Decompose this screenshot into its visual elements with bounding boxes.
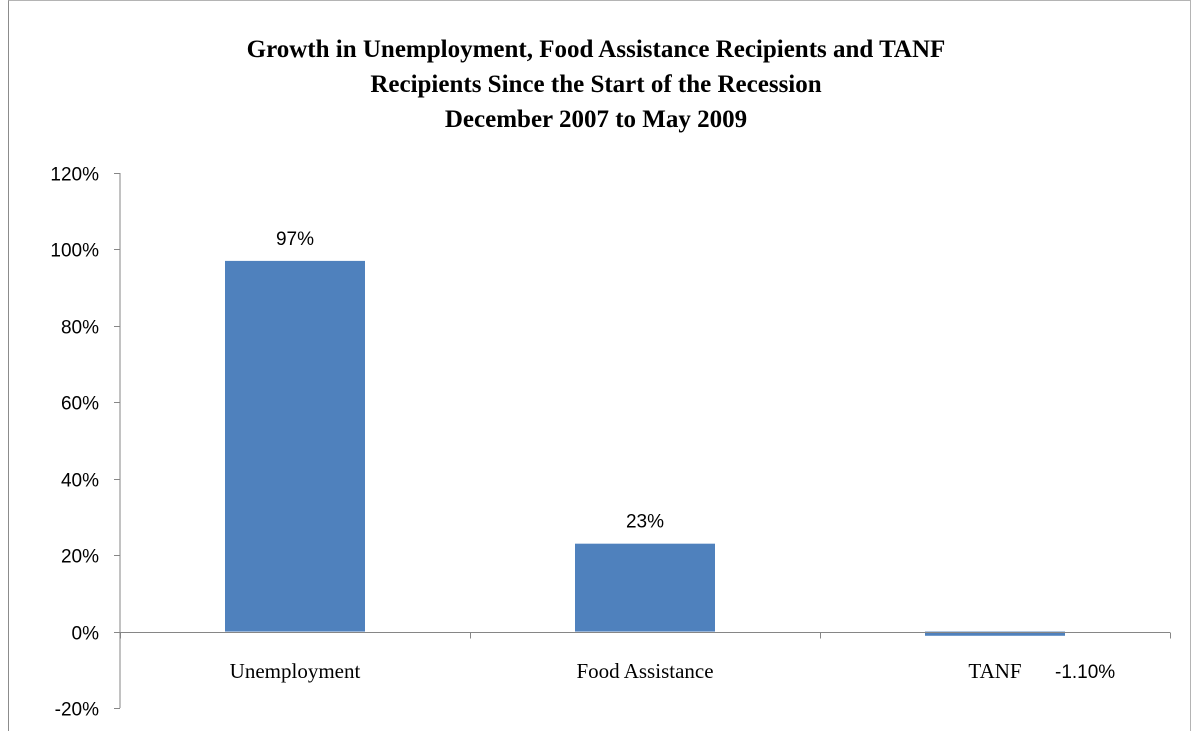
y-tick-label: 20%	[61, 547, 99, 568]
category-label: TANF	[968, 659, 1021, 683]
data-label: 97%	[276, 229, 314, 250]
y-tick-label: -20%	[55, 700, 99, 721]
category-label: Unemployment	[230, 659, 361, 683]
chart-title-line-1: Growth in Unemployment, Food Assistance …	[246, 36, 946, 63]
chart-title: Growth in Unemployment, Food Assistance …	[0, 32, 1192, 137]
bar-unemployment	[225, 260, 365, 632]
data-label: -1.10%	[1055, 662, 1115, 683]
y-tick-label: 100%	[50, 241, 99, 262]
y-tick-label: 40%	[61, 471, 99, 492]
category-label: Food Assistance	[576, 659, 713, 683]
y-tick-label: 80%	[61, 318, 99, 339]
y-tick-label: 60%	[61, 394, 99, 415]
bar-tanf	[925, 631, 1065, 636]
y-tick-label: 120%	[50, 165, 99, 186]
chart-title-line-2: Recipients Since the Start of the Recess…	[370, 71, 822, 98]
y-tick-label: 0%	[72, 624, 100, 645]
data-label: 23%	[626, 512, 664, 533]
chart-title-line-3: December 2007 to May 2009	[444, 106, 748, 133]
bar-food-assistance	[575, 543, 715, 632]
